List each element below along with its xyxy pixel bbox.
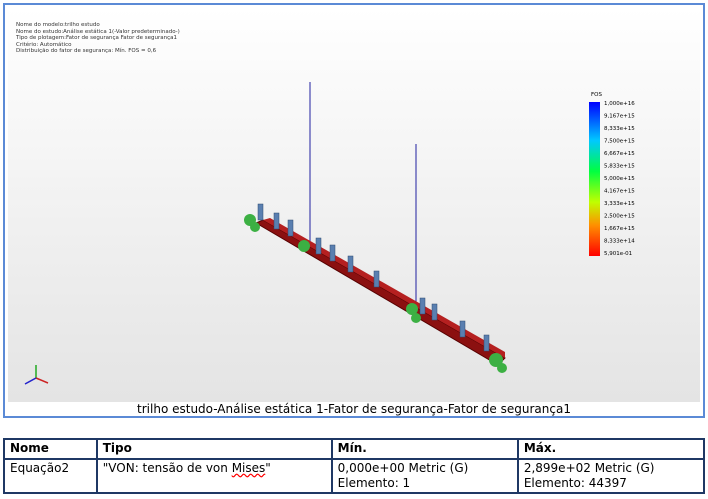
table-cell: 0,000e+00 Metric (G) Elemento: 1 — [330, 458, 519, 494]
info-line: Distribuição do fator de segurança: Mín.… — [16, 48, 157, 54]
legend-label: 2,500e+15 — [604, 214, 635, 220]
results-table: Nome Tipo Mín. Máx. Equação2 "VON: tensão de… — [3, 438, 706, 494]
legend-label: 3,333e+15 — [604, 201, 635, 207]
header-cell: Mín. — [330, 438, 519, 460]
triad — [24, 365, 49, 385]
beam-top — [263, 218, 505, 358]
header-cell: Nome — [3, 438, 98, 460]
info-line: Critério: Automático — [16, 41, 72, 48]
caption: trilho estudo-Análise estática 1-Fator d… — [137, 402, 571, 416]
header-cell: Tipo — [95, 438, 333, 460]
cell-text: Equação2 — [10, 461, 70, 475]
legend-title: FOS — [591, 92, 602, 98]
info-line: Nome do estudo:Análise estática 1(-Valor… — [16, 28, 180, 35]
cell-text: Elemento: 44397 — [523, 476, 627, 490]
brackets — [257, 203, 490, 352]
figure-frame: Nome do modelo:trilho estudo Nome do estu… — [3, 3, 705, 418]
legend-label: 5,901e-01 — [604, 251, 632, 257]
legend-bar — [589, 102, 600, 256]
cell-text: 2,899e+02 Metric (G) — [523, 461, 655, 475]
model-view: Nome do modelo:trilho estudo Nome do estu… — [8, 8, 700, 402]
cell-text: Elemento: 1 — [337, 476, 411, 490]
legend-label: 1,000e+16 — [604, 101, 635, 107]
legend-label: 6,667e+15 — [604, 151, 635, 157]
plot-info: Nome do modelo:trilho estudo Nome do estu… — [16, 22, 180, 55]
info-line: Nome do modelo:trilho estudo — [16, 22, 100, 28]
legend-label: 5,833e+15 — [604, 164, 635, 170]
header-cell: Máx. — [516, 438, 706, 460]
beam — [254, 219, 506, 366]
legend-label: 5,000e+15 — [604, 176, 635, 182]
legend-label: 8,333e+15 — [604, 126, 635, 132]
table-cell: 2,899e+02 Metric (G) Elemento: 44397 — [516, 458, 706, 494]
table-row: Equação2 "VON: tensão de von Mises" 0,000e… — [3, 458, 706, 494]
cell-text: 0,000e+00 Metric (G) — [337, 461, 469, 475]
table-cell: "VON: tensão de von Mises" — [95, 458, 333, 494]
info-line: Tipo de plotagem:Fator de segurança Fato… — [16, 35, 178, 41]
legend-label: 9,167e+15 — [604, 114, 635, 120]
table-header: Nome Tipo Mín. Máx. — [3, 438, 706, 460]
legend-label: 7,500e+15 — [604, 139, 635, 145]
legend-label: 1,667e+15 — [604, 226, 635, 232]
legend-label: 8,333e+14 — [604, 239, 635, 245]
legend-label: 4,167e+15 — [604, 189, 635, 195]
cell-text: "VON: tensão de von Mises" — [102, 461, 271, 475]
table-cell: Equação2 — [3, 458, 98, 494]
fixtures — [244, 214, 507, 373]
